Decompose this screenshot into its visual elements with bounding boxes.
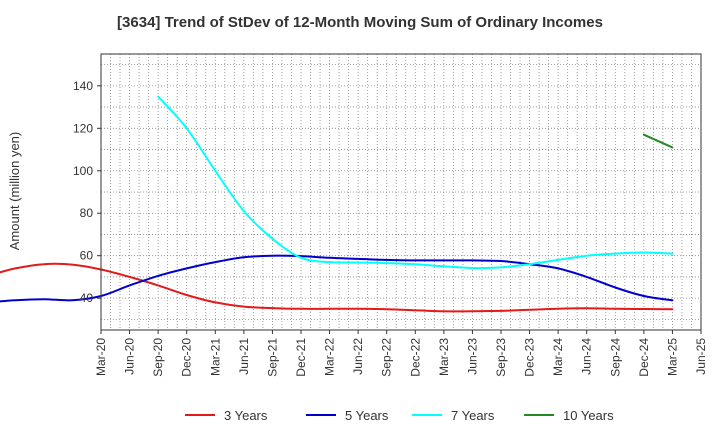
legend: 3 Years 5 Years 7 Years 10 Years: [185, 408, 614, 423]
legend-label: 7 Years: [451, 408, 495, 423]
x-tick-label: Sep-21: [265, 338, 279, 377]
series-line-5-years: [0, 254, 674, 303]
y-tick-label: 100: [73, 164, 93, 178]
x-tick-labels: Mar-20 Jun-20 Sep-20 Dec-20 Mar-21 Jun-21 Sep-…: [94, 330, 708, 377]
x-tick-label: Mar-23: [437, 338, 451, 376]
x-tick-label: Mar-24: [551, 338, 565, 376]
x-tick-label: Jun-24: [580, 338, 594, 375]
y-axis-title: Amount (million yen): [7, 132, 22, 251]
x-tick-label: Mar-21: [208, 338, 222, 376]
y-tick-labels: 40 60 80 100 120 140: [73, 79, 101, 305]
x-tick-label: Mar-20: [94, 338, 108, 376]
chart-title: [3634] Trend of StDev of 12-Month Moving…: [117, 14, 603, 31]
x-tick-label: Dec-24: [637, 338, 651, 377]
grid-lines: [100, 54, 702, 330]
x-tick-label: Dec-22: [408, 338, 422, 377]
y-tick-label: 80: [80, 206, 94, 220]
x-tick-label: Dec-23: [523, 338, 537, 377]
legend-label: 3 Years: [224, 408, 268, 423]
x-tick-label: Dec-20: [180, 338, 194, 377]
x-tick-label: Jun-22: [351, 338, 365, 375]
series-line-7-years: [157, 95, 674, 270]
y-tick-label: 120: [73, 121, 93, 135]
plot-frame: [100, 53, 702, 331]
x-tick-label: Jun-23: [465, 338, 479, 375]
x-tick-label: Mar-22: [323, 338, 337, 376]
y-tick-label: 40: [80, 291, 94, 305]
axes: [100, 53, 702, 331]
x-tick-label: Jun-25: [694, 338, 708, 375]
x-tick-label: Jun-21: [237, 338, 251, 375]
x-tick-label: Dec-21: [294, 338, 308, 377]
x-tick-label: Mar-25: [665, 338, 679, 376]
x-tick-label: Sep-23: [494, 338, 508, 377]
series-line-10-years: [642, 133, 674, 149]
x-tick-label: Sep-20: [151, 338, 165, 377]
y-tick-label: 60: [80, 249, 94, 263]
x-tick-label: Jun-20: [123, 338, 137, 375]
x-tick-label: Sep-22: [380, 338, 394, 377]
y-tick-label: 140: [73, 79, 93, 93]
legend-label: 10 Years: [563, 408, 614, 423]
x-tick-label: Sep-24: [608, 338, 622, 377]
legend-label: 5 Years: [345, 408, 389, 423]
